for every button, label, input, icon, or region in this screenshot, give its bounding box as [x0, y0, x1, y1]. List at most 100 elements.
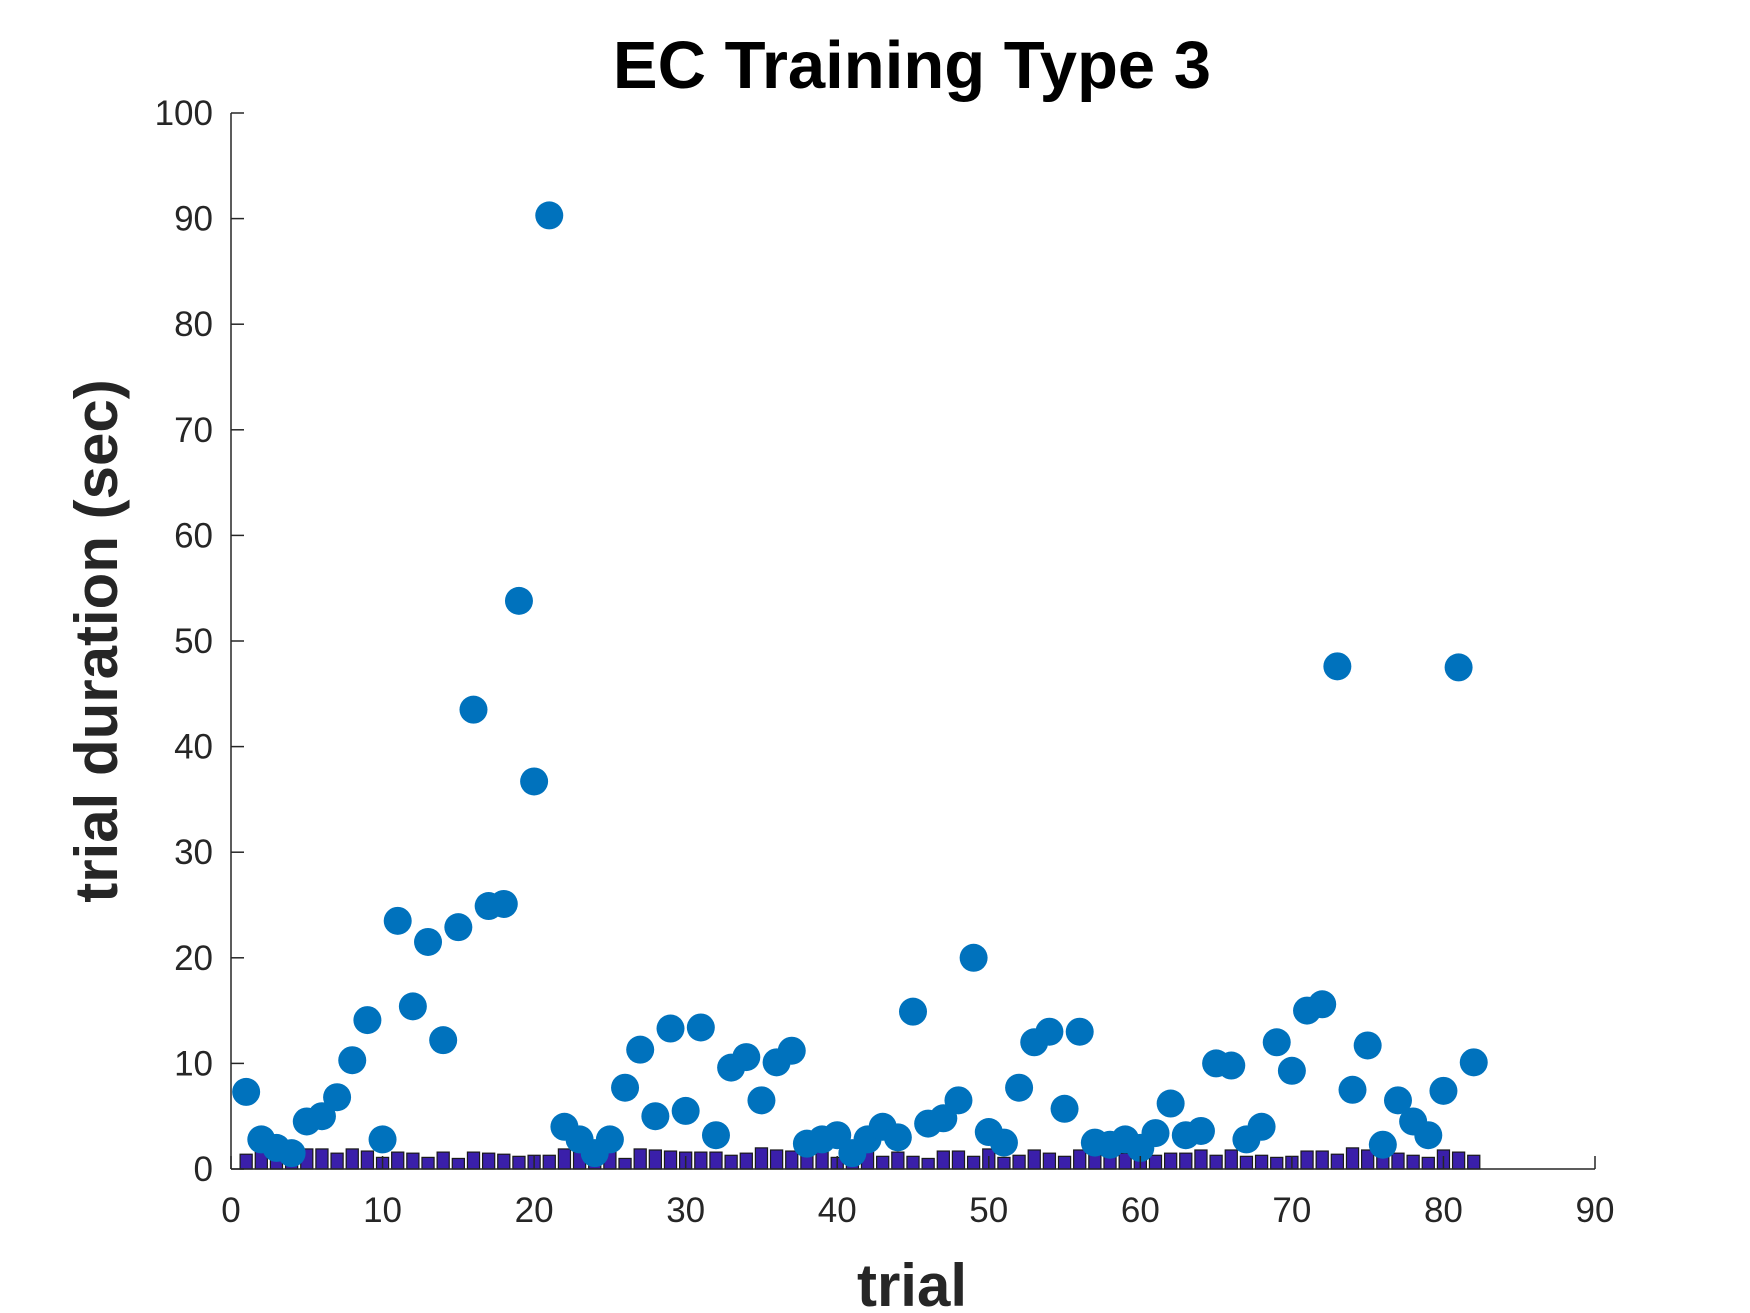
bar [1012, 1154, 1026, 1170]
scatter-point [429, 1026, 458, 1055]
y-tick-label: 40 [174, 728, 213, 767]
bar [330, 1152, 344, 1170]
scatter-point [747, 1086, 776, 1115]
x-tick-label: 60 [1121, 1191, 1160, 1230]
bar [618, 1157, 632, 1170]
bar [709, 1151, 723, 1170]
scatter-point [1368, 1130, 1397, 1159]
bar [891, 1151, 905, 1170]
scatter-point [338, 1046, 367, 1075]
bar [724, 1154, 738, 1170]
scatter-point [504, 586, 533, 615]
scatter-point [671, 1096, 700, 1125]
scatter-point [368, 1125, 397, 1154]
y-tick-label: 90 [174, 200, 213, 239]
scatter-point [656, 1014, 685, 1043]
bar [739, 1152, 753, 1170]
bar [1057, 1155, 1072, 1170]
bar [1073, 1149, 1087, 1170]
scatter-point [1005, 1073, 1034, 1102]
scatter-point [398, 992, 427, 1021]
x-tick-label: 50 [969, 1191, 1008, 1230]
y-tick-label: 100 [155, 94, 213, 133]
bar [315, 1148, 329, 1170]
scatter-point [383, 906, 412, 935]
bar [1345, 1147, 1360, 1170]
bar [497, 1153, 511, 1170]
scatter-point [959, 943, 988, 972]
bar [876, 1155, 890, 1170]
scatter-point [1186, 1116, 1215, 1145]
bar [1209, 1154, 1223, 1170]
bar [360, 1150, 375, 1170]
scatter-point [1444, 653, 1473, 682]
bar [633, 1148, 647, 1170]
scatter-point [732, 1043, 761, 1072]
bar [1391, 1152, 1405, 1170]
x-tick-label: 90 [1576, 1191, 1615, 1230]
scatter-point [1277, 1056, 1306, 1085]
bar [542, 1154, 556, 1170]
bar [466, 1151, 481, 1170]
bar [648, 1149, 663, 1170]
y-tick-label: 10 [174, 1044, 213, 1083]
scatter-point [1308, 990, 1337, 1019]
bar [1239, 1155, 1254, 1170]
scatter-point [1353, 1031, 1382, 1060]
bar [421, 1156, 435, 1170]
scatter-point [307, 1102, 336, 1131]
scatter-point [459, 695, 488, 724]
bar [785, 1150, 799, 1170]
scatter-point [1414, 1121, 1443, 1150]
scatter-point [595, 1125, 624, 1154]
bar [951, 1150, 966, 1170]
x-tick-label: 0 [221, 1191, 240, 1230]
bar [481, 1152, 496, 1170]
scatter-point [899, 997, 927, 1026]
scatter-series [232, 201, 1488, 1168]
scatter-point [1247, 1112, 1276, 1141]
scatter-point [444, 913, 473, 942]
scatter-point [489, 889, 518, 918]
bar [345, 1148, 359, 1170]
scatter-point [1217, 1051, 1246, 1080]
scatter-point [1141, 1119, 1170, 1148]
bar [1406, 1154, 1420, 1170]
x-tick-label: 30 [666, 1191, 705, 1230]
y-tick-label: 30 [174, 833, 213, 872]
scatter-point [277, 1139, 306, 1168]
y-tick-label: 20 [174, 939, 213, 978]
y-tick-label: 50 [174, 622, 213, 661]
scatter-point [701, 1121, 730, 1150]
bar [966, 1155, 981, 1170]
bar [769, 1149, 784, 1170]
scatter-point [1065, 1017, 1094, 1046]
scatter-point [777, 1036, 806, 1065]
bar [906, 1155, 920, 1170]
scatter-point [323, 1083, 352, 1112]
y-axis-label: trial duration (sec) [63, 379, 130, 902]
y-tick-label: 60 [174, 516, 213, 555]
scatter-point [686, 1013, 715, 1042]
scatter-point [1429, 1076, 1458, 1105]
chart-title: EC Training Type 3 [613, 28, 1211, 103]
bar [1421, 1156, 1435, 1170]
scatter-point [1156, 1089, 1185, 1118]
bar [815, 1151, 829, 1170]
y-axis-ticks: 0 10 20 30 40 50 60 70 80 90 100 [155, 94, 244, 1189]
scatter-point [944, 1086, 973, 1115]
bar [663, 1150, 678, 1170]
bar [512, 1155, 526, 1170]
scatter-point [535, 201, 564, 230]
bar [1467, 1154, 1481, 1170]
bar [694, 1151, 708, 1170]
scatter-point [611, 1073, 640, 1102]
x-tick-label: 10 [363, 1191, 402, 1230]
x-tick-label: 20 [515, 1191, 554, 1230]
x-axis-ticks: 0 10 20 30 40 50 60 70 80 90 [221, 1156, 1614, 1230]
scatter-point [1323, 652, 1352, 681]
scatter-point [353, 1006, 382, 1035]
y-tick-label: 80 [174, 305, 213, 344]
bar [406, 1152, 420, 1170]
